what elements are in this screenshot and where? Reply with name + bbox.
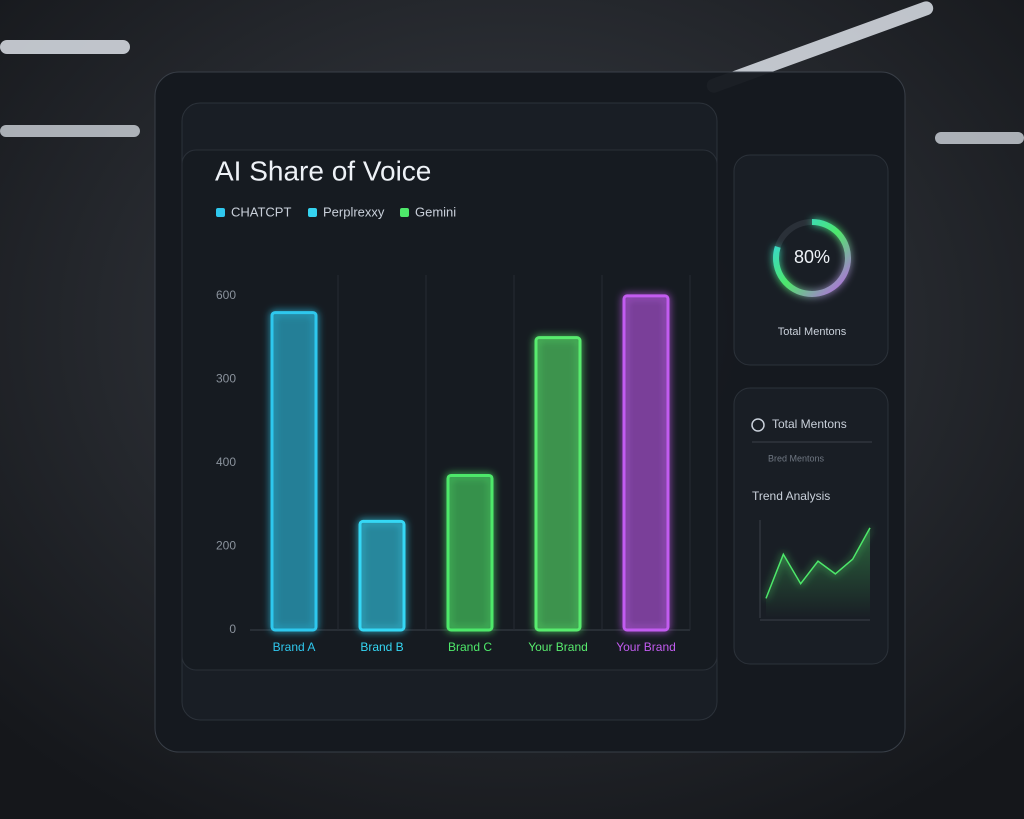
donut-card xyxy=(733,154,889,366)
legend-label: Gemini xyxy=(415,204,456,219)
panel-title: Total Mentons xyxy=(772,417,847,431)
y-tick-label: 400 xyxy=(216,455,236,469)
donut-value-label: 80% xyxy=(794,247,830,267)
y-tick-label: 0 xyxy=(229,622,236,636)
bar xyxy=(270,311,318,632)
ceiling-light xyxy=(706,1,934,93)
bar xyxy=(534,336,582,632)
x-tick-label: Your Brand xyxy=(528,640,588,654)
trend-title: Trend Analysis xyxy=(752,489,830,503)
icon xyxy=(751,418,765,432)
y-tick-label: 200 xyxy=(216,539,236,553)
trend-line xyxy=(765,527,871,599)
chart-title: AI Share of Voice xyxy=(215,155,431,186)
bar xyxy=(622,294,670,632)
legend-swatch xyxy=(308,208,317,217)
donut-caption: Total Mentons xyxy=(778,326,847,338)
legend-swatch xyxy=(400,208,409,217)
legend-swatch xyxy=(216,208,225,217)
bar xyxy=(358,519,406,632)
y-tick-label: 600 xyxy=(216,288,236,302)
ceiling-light xyxy=(0,125,140,137)
trend-area xyxy=(766,527,870,618)
legend-label: Perplrexxy xyxy=(323,204,385,219)
ceiling-light xyxy=(0,40,130,54)
ceiling-light xyxy=(935,132,1024,144)
bar xyxy=(446,473,494,632)
panel-sub-label: Bred Mentons xyxy=(768,453,825,463)
x-tick-label: Brand B xyxy=(360,640,403,654)
x-tick-label: Your Brand xyxy=(616,640,676,654)
legend-label: CHATCPT xyxy=(231,204,291,219)
donut-arc xyxy=(773,219,851,297)
x-tick-label: Brand C xyxy=(448,640,492,654)
x-tick-label: Brand A xyxy=(273,640,316,654)
y-tick-label: 300 xyxy=(216,372,236,386)
